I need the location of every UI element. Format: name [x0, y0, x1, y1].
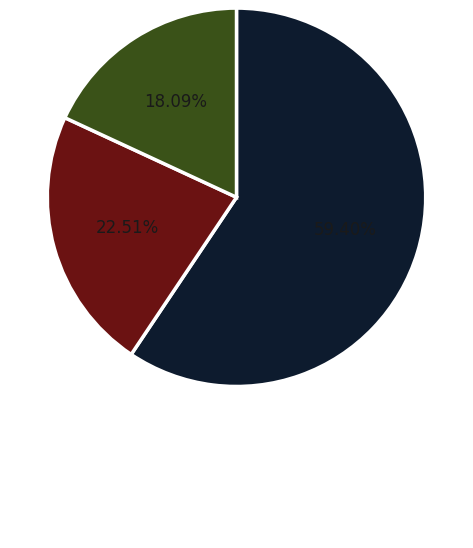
- Wedge shape: [65, 8, 236, 197]
- Wedge shape: [47, 118, 237, 355]
- Wedge shape: [131, 8, 426, 386]
- Text: 22.51%: 22.51%: [96, 219, 159, 237]
- Text: 59.40%: 59.40%: [314, 221, 377, 239]
- Text: 18.09%: 18.09%: [144, 93, 207, 111]
